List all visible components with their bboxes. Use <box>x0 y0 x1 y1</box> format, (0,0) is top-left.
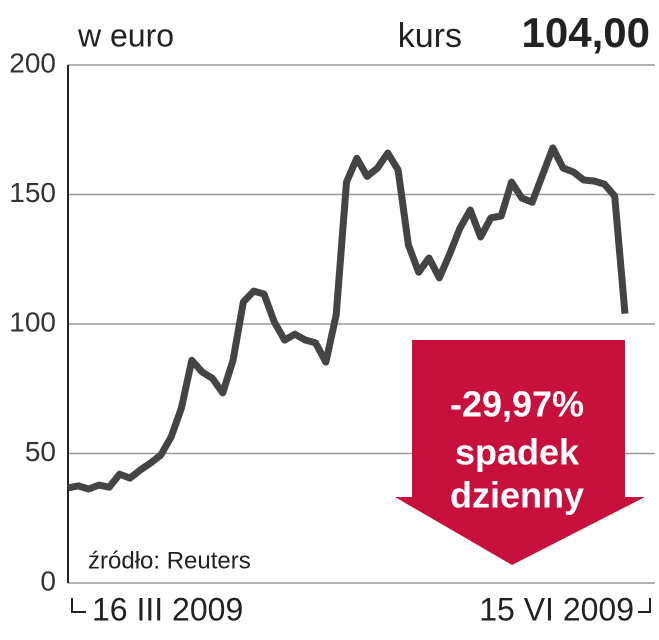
bracket <box>71 598 86 613</box>
y-tick-label: 200 <box>9 47 56 78</box>
change-arrow <box>395 340 645 565</box>
x-tick-label: 16 III 2009 <box>92 591 243 627</box>
bracket <box>638 598 651 613</box>
price-line <box>67 144 629 493</box>
y-tick-label: 0 <box>40 565 56 596</box>
price-prefix: kurs <box>398 17 462 55</box>
change-value: -29,97% <box>450 384 584 425</box>
y-tick-label: 100 <box>9 306 56 337</box>
y-tick-label: 50 <box>25 436 56 467</box>
change-text: dzienny <box>450 475 584 516</box>
price: 104,00 <box>522 9 650 56</box>
source: źródło: Reuters <box>88 547 251 574</box>
change-text: spadek <box>455 432 580 473</box>
unit-label: w euro <box>77 17 174 53</box>
y-tick-label: 150 <box>9 177 56 208</box>
x-tick-label: 15 VI 2009 <box>479 591 634 627</box>
